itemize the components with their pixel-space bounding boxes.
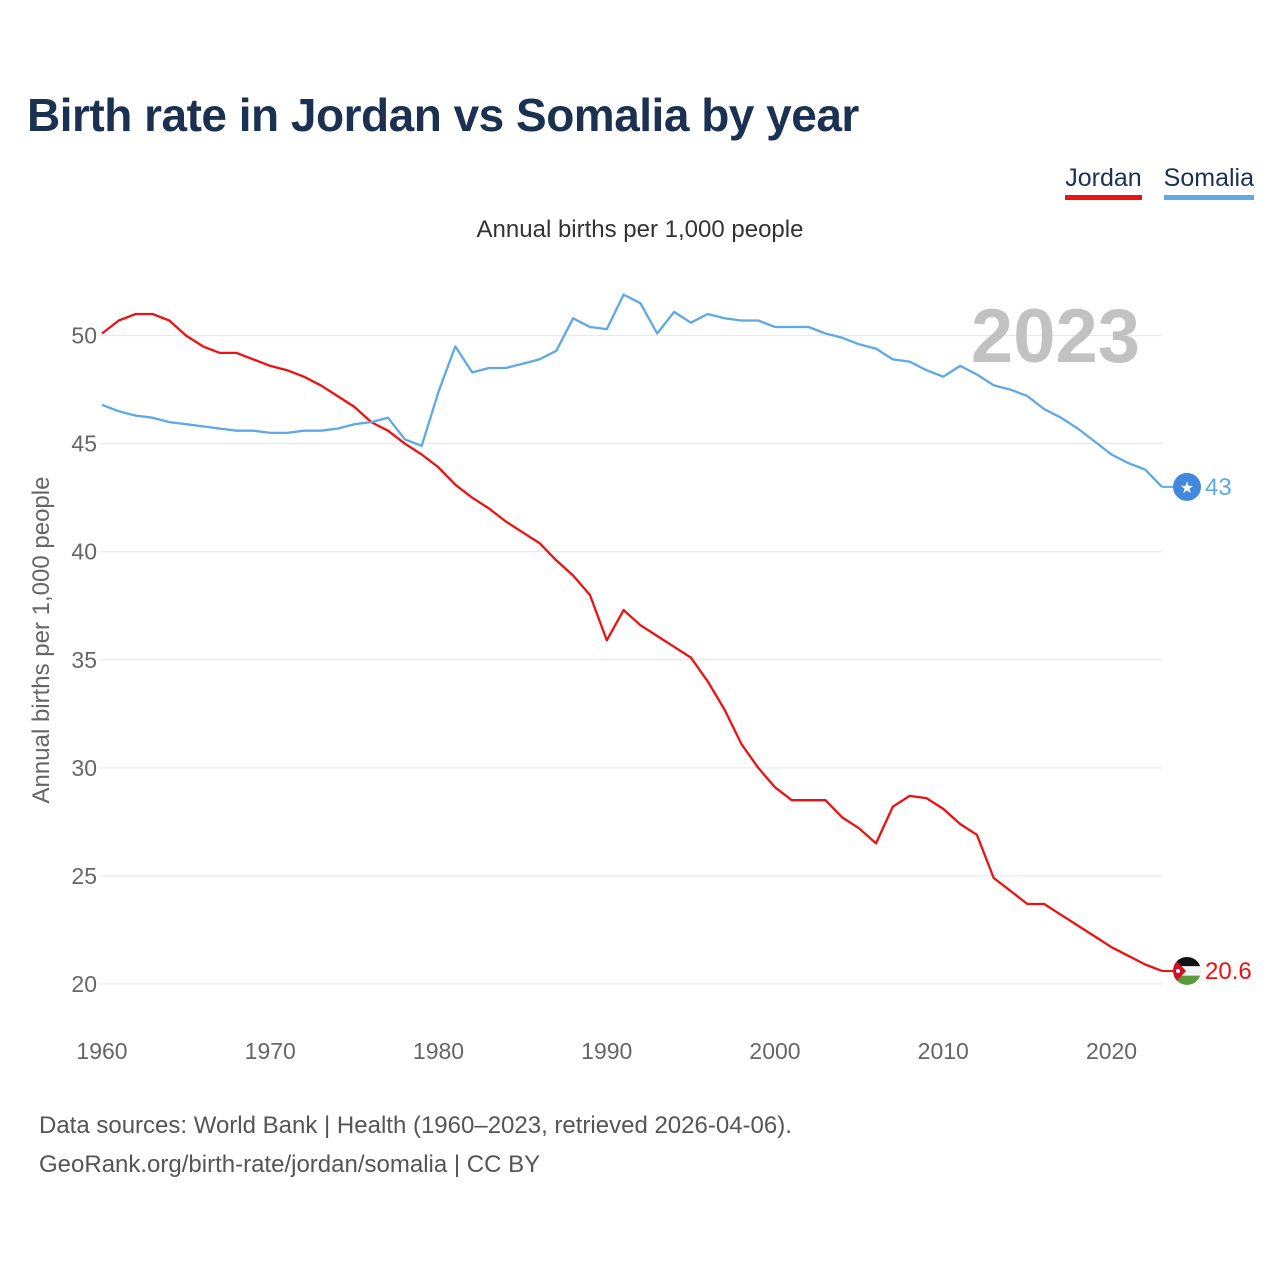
source-line-1: Data sources: World Bank | Health (1960–… (39, 1112, 792, 1139)
somalia-flag-icon (1173, 472, 1201, 501)
legend-item-jordan[interactable]: Jordan (1065, 164, 1142, 200)
year-watermark: 2023 (971, 294, 1140, 379)
y-tick-label-35: 35 (71, 647, 97, 673)
series-line-jordan[interactable] (101, 312, 1163, 972)
end-value-label-somalia: 43 (1205, 474, 1232, 501)
chart-subtitle: Annual births per 1,000 people (476, 216, 804, 243)
series-line-somalia[interactable] (101, 293, 1163, 488)
jordan-flag-icon (1173, 956, 1201, 985)
y-tick-label-45: 45 (71, 431, 97, 457)
legend-item-somalia[interactable]: Somalia (1163, 164, 1254, 200)
x-tick-label-1970: 1970 (245, 1038, 296, 1064)
x-tick-label-1990: 1990 (581, 1038, 632, 1064)
y-tick-label-40: 40 (71, 539, 97, 565)
source-note: Data sources: World Bank | Health (1960–… (39, 1106, 792, 1184)
chart-title: Birth rate in Jordan vs Somalia by year (27, 89, 859, 141)
line-chart: 20 25 30 35 40 45 50 1960 1970 1980 1990 2000 2010 20… (71, 293, 1252, 1064)
y-tick-label-50: 50 (71, 323, 97, 349)
star-icon: ★ (1180, 478, 1194, 497)
source-line-2[interactable]: GeoRank.org/birth-rate/jordan/somalia | … (39, 1151, 541, 1178)
x-tick-label-2020: 2020 (1086, 1038, 1137, 1064)
y-tick-label-25: 25 (71, 863, 97, 889)
x-tick-label-1960: 1960 (76, 1038, 127, 1064)
y-tick-label-30: 30 (71, 755, 97, 781)
x-tick-label-1980: 1980 (413, 1038, 464, 1064)
end-value-label-jordan: 20.6 (1205, 958, 1252, 985)
x-tick-label-2000: 2000 (749, 1038, 800, 1064)
y-tick-label-20: 20 (71, 971, 97, 997)
legend: Jordan Somalia (1065, 164, 1254, 200)
x-tick-label-2010: 2010 (918, 1038, 969, 1064)
